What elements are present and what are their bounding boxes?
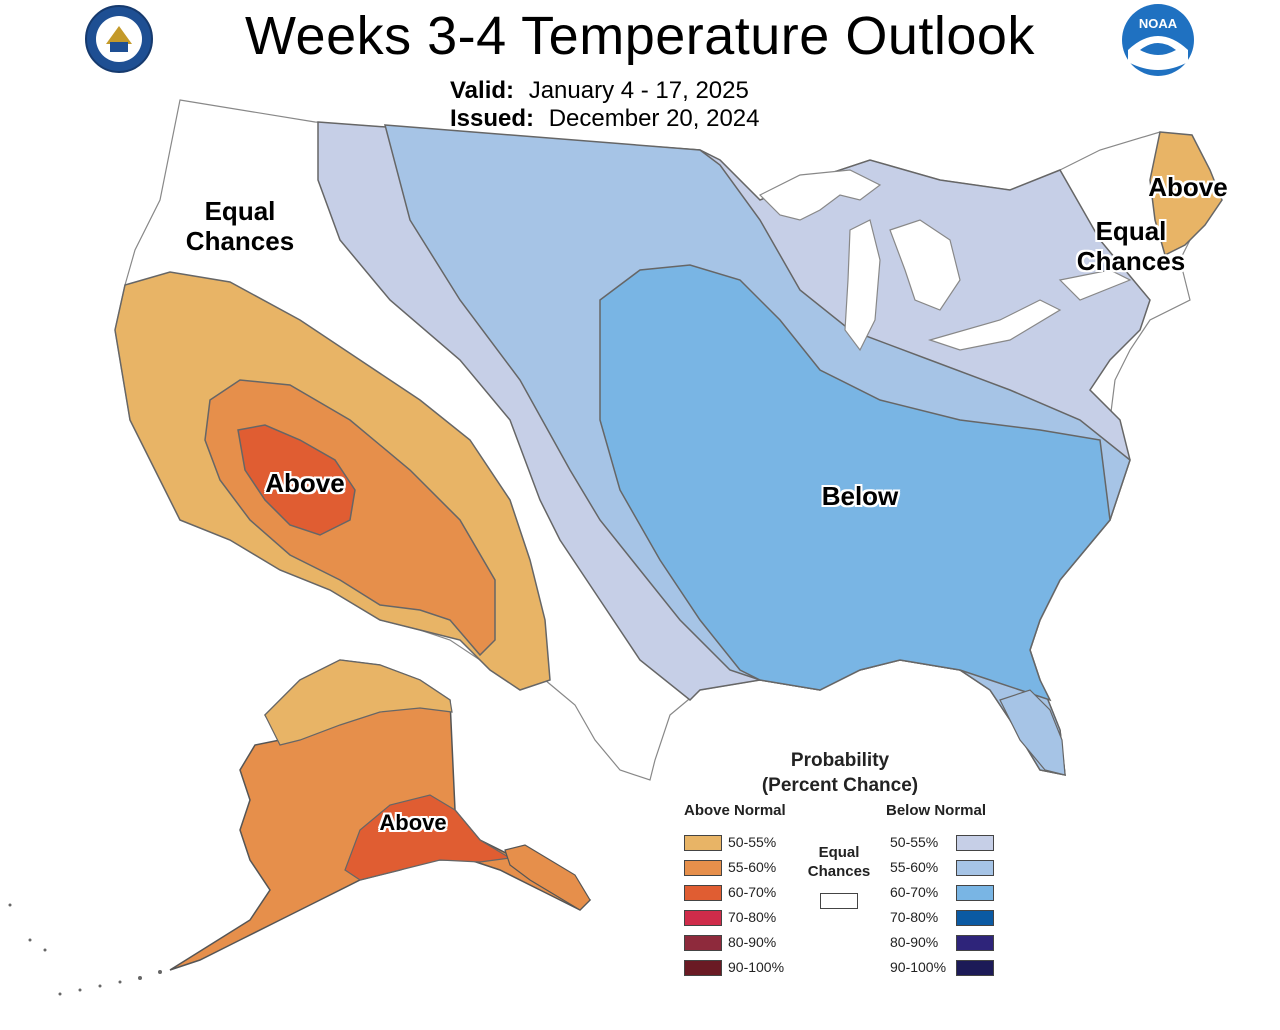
legend-above-label: 80-90% — [728, 934, 777, 950]
legend-below-label: 70-80% — [890, 909, 939, 925]
legend-below-swatch — [956, 835, 994, 851]
page-title: Weeks 3-4 Temperature Outlook — [245, 6, 1035, 66]
issued-value: December 20, 2024 — [548, 105, 760, 132]
valid-value: January 4 - 17, 2025 — [528, 77, 749, 104]
legend-below-label: 50-55% — [890, 834, 939, 850]
legend-above-row: 90-100% — [0, 959, 1280, 977]
alaska-north-above-50-55 — [264, 659, 453, 746]
issued-label: Issued: — [450, 105, 535, 132]
label-above-maine: Above — [1148, 172, 1228, 202]
noaa-logo: NOAA — [1120, 2, 1196, 78]
legend-below-label: 55-60% — [890, 859, 939, 875]
legend-below-label: 60-70% — [890, 884, 939, 900]
legend-above-label: 50-55% — [728, 834, 777, 850]
legend-below-label: 80-90% — [890, 934, 939, 950]
legend-above-header: Above Normal — [684, 802, 786, 819]
legend-title-line1: Probability — [790, 750, 890, 771]
legend-above-swatch — [684, 960, 722, 976]
legend-below-swatch — [956, 860, 994, 876]
legend-below-swatch — [956, 885, 994, 901]
legend-above-label: 90-100% — [728, 959, 785, 975]
florida-tip — [999, 689, 1066, 776]
legend-above-row: 70-80% — [0, 909, 1280, 927]
legend-title: Probability (Percent Chance) — [740, 748, 940, 798]
legend-above-label: 55-60% — [728, 859, 777, 875]
label-above-southwest: Above — [265, 468, 345, 498]
legend-below-row: 70-80% — [0, 909, 1280, 927]
legend-above-label: 70-80% — [728, 909, 777, 925]
legend-above-row: 60-70% — [0, 884, 1280, 902]
label-below-east: Below — [821, 481, 899, 511]
label-equal-chances-west: Equal Chances — [185, 196, 295, 256]
legend-below-swatch — [956, 960, 994, 976]
above-maine-region — [1149, 131, 1223, 257]
legend-below-row: 55-60% — [0, 859, 1280, 877]
legend-below-row: 90-100% — [0, 959, 1280, 977]
legend-above-swatch — [684, 860, 722, 876]
valid-label: Valid: — [450, 77, 515, 104]
aleutian-islands — [8, 903, 162, 996]
legend-above-row: 80-90% — [0, 934, 1280, 952]
great-lakes — [758, 169, 1132, 352]
legend-above-row: 50-55% — [0, 834, 1280, 852]
legend-title-line2: (Percent Chance) — [761, 775, 919, 796]
legend-below-swatch — [956, 910, 994, 926]
svg-text:NOAA: NOAA — [1139, 16, 1178, 31]
below-60-70-region — [599, 264, 1111, 702]
legend-above-row: 55-60% — [0, 859, 1280, 877]
legend-equal-chances: Equal Chances — [807, 844, 871, 880]
label-above-alaska: Above — [379, 810, 447, 835]
legend-above-label: 60-70% — [728, 884, 777, 900]
alaska-panhandle — [504, 844, 591, 911]
above-60-70-region-sw — [237, 424, 356, 536]
legend-below-row: 60-70% — [0, 884, 1280, 902]
legend-above-swatch — [684, 885, 722, 901]
legend-equal-chances-swatch — [820, 893, 858, 909]
legend-below-row: 50-55% — [0, 834, 1280, 852]
legend-above-swatch — [684, 835, 722, 851]
legend-below-swatch — [956, 935, 994, 951]
issued-line: Issued: December 20, 2024 — [450, 104, 760, 134]
legend-above-swatch — [684, 910, 722, 926]
alaska-south-above-60-70 — [344, 794, 512, 881]
label-equal-chances-northeast: Equal Chances — [1076, 216, 1186, 276]
legend-below-row: 80-90% — [0, 934, 1280, 952]
commerce-seal-logo — [84, 4, 154, 74]
valid-line: Valid: January 4 - 17, 2025 — [450, 76, 749, 106]
legend-below-header: Below Normal — [886, 802, 987, 819]
legend-above-swatch — [684, 935, 722, 951]
legend-below-label: 90-100% — [890, 959, 947, 975]
